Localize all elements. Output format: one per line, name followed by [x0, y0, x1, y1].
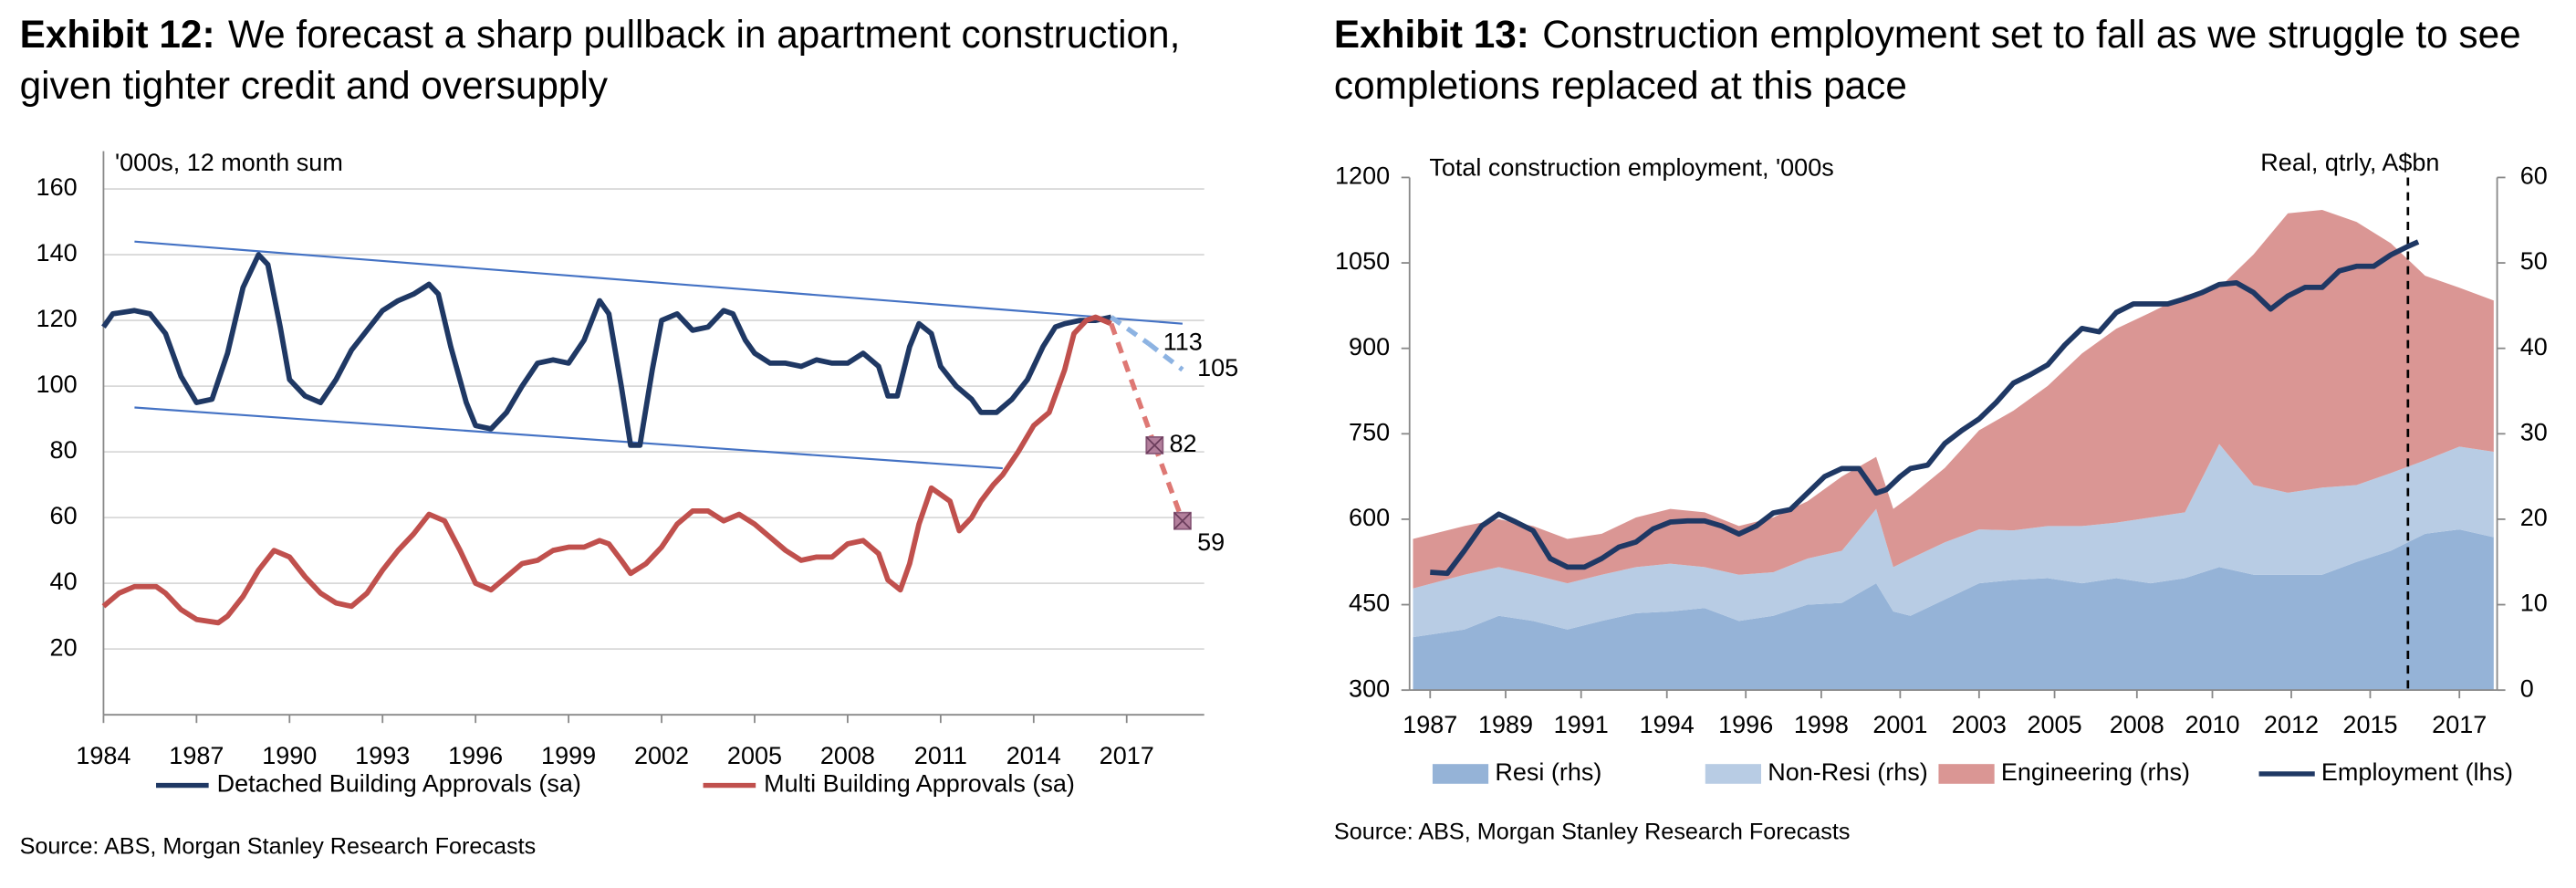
legend-label: Engineering (rhs): [2001, 758, 2190, 786]
y2-tick-label: 60: [2520, 162, 2548, 190]
x-tick-label: 1999: [541, 742, 596, 769]
legend-swatch: [1705, 764, 1762, 784]
marker-cross: [1173, 512, 1192, 530]
stacked-area: [1413, 529, 2494, 691]
x-tick-label: 1996: [448, 742, 503, 769]
annotation: Real, qtrly, A$bn: [2260, 149, 2439, 176]
x-tick-label: 2002: [634, 742, 689, 769]
x-tick-label: 2008: [820, 742, 875, 769]
y2-tick-label: 20: [2520, 504, 2548, 531]
x-tick-label: 1984: [76, 742, 130, 769]
forecast-connector: [1109, 322, 1157, 446]
x-tick-label: 2012: [2264, 711, 2319, 738]
data-label: 59: [1197, 528, 1225, 556]
x-tick-label: 2017: [1100, 742, 1154, 769]
x-tick-label: 2005: [2028, 711, 2082, 738]
y-tick-label: 60: [50, 502, 78, 529]
x-tick-label: 1990: [262, 742, 317, 769]
y2-tick-label: 30: [2520, 418, 2548, 445]
x-tick-label: 2008: [2110, 711, 2164, 738]
y-tick-label: 160: [37, 173, 78, 201]
trend-line: [134, 406, 1003, 470]
y-tick-label: 1200: [1335, 162, 1390, 190]
y-tick-label: 300: [1349, 674, 1390, 702]
x-tick-label: 2015: [2342, 711, 2397, 738]
trend-line: [134, 240, 1183, 325]
exhibit-label: Exhibit 13:: [1333, 13, 1529, 57]
data-label: 105: [1197, 354, 1238, 381]
x-tick-label: 2017: [2432, 711, 2487, 738]
source: Source: ABS, Morgan Stanley Research For…: [20, 834, 537, 860]
title-text: Construction employment set to fall as w…: [1333, 13, 2521, 108]
x-tick-label: 1987: [1403, 711, 1457, 738]
data-label: 82: [1170, 430, 1197, 457]
y2-tick-label: 40: [2520, 333, 2548, 360]
x-tick-label: 2011: [914, 742, 967, 769]
y-tick-label: 100: [37, 371, 78, 398]
y-tick-label: 900: [1349, 333, 1390, 360]
y-tick-label: 1050: [1335, 247, 1390, 275]
legend-label: Employment (lhs): [2321, 758, 2513, 786]
x-tick-label: 1987: [169, 742, 224, 769]
x-tick-label: 2010: [2185, 711, 2239, 738]
source: Source: ABS, Morgan Stanley Research For…: [1334, 819, 1851, 844]
data-label: 113: [1163, 328, 1203, 355]
stacked-area: [1413, 210, 2494, 589]
legend-swatch: [1432, 764, 1489, 784]
x-tick-label: 1994: [1640, 711, 1695, 738]
x-tick-label: 2014: [1006, 742, 1061, 769]
x-tick-label: 2005: [727, 742, 782, 769]
y2-tick-label: 0: [2520, 674, 2534, 702]
x-tick-label: 1991: [1554, 711, 1609, 738]
y-tick-label: 600: [1349, 504, 1390, 531]
y-tick-label: 80: [50, 436, 78, 464]
chart-title: Exhibit 12: We forecast a sharp pullback …: [20, 10, 1268, 112]
y-tick-label: 450: [1349, 590, 1390, 617]
x-tick-label: 1993: [355, 742, 410, 769]
legend-label: Non-Resi (rhs): [1768, 758, 1928, 786]
stacked-area: [1413, 444, 2494, 638]
annotation: '000s, 12 month sum: [115, 149, 343, 176]
y2-tick-label: 10: [2520, 590, 2548, 617]
legend-label: Resi (rhs): [1495, 758, 1601, 786]
legend-label: Detached Building Approvals (sa): [217, 770, 581, 798]
exhibit-label: Exhibit 12:: [19, 13, 215, 57]
legend-swatch: [1938, 764, 1995, 784]
series-line: [101, 252, 1112, 448]
forecast-line: [1146, 341, 1184, 372]
series-line: [101, 314, 1112, 626]
y-tick-label: 120: [37, 305, 78, 332]
chart-title: Exhibit 13: Construction employment set t…: [1334, 10, 2576, 112]
x-tick-label: 1989: [1478, 711, 1533, 738]
x-tick-label: 2003: [1952, 711, 2007, 738]
marker-cross: [1145, 436, 1163, 454]
annotation: Total construction employment, '000s: [1429, 154, 1833, 182]
series-line: [1430, 239, 2420, 577]
forecast-line: [1152, 444, 1185, 522]
x-tick-label: 2001: [1872, 711, 1927, 738]
title-text: We forecast a sharp pullback in apartmen…: [19, 13, 1181, 108]
x-tick-label: 1996: [1718, 711, 1773, 738]
y-tick-label: 750: [1349, 418, 1390, 445]
legend-label: Multi Building Approvals (sa): [764, 770, 1075, 798]
y-tick-label: 140: [37, 239, 78, 266]
y-tick-label: 20: [50, 633, 78, 661]
y-tick-label: 40: [50, 568, 78, 595]
x-tick-label: 1998: [1794, 711, 1849, 738]
forecast-connector: [1110, 315, 1151, 346]
y2-tick-label: 50: [2520, 247, 2548, 275]
